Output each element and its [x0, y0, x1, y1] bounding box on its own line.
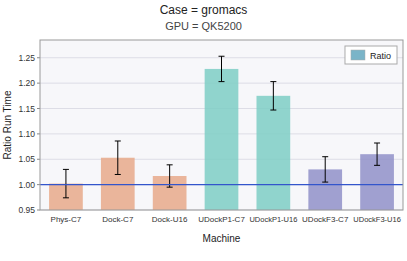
- tick-label: Phys-C7: [51, 215, 82, 224]
- bar: [257, 96, 291, 210]
- error-cap: [374, 165, 380, 166]
- error-cap: [115, 140, 121, 141]
- error-line: [325, 157, 326, 182]
- error-bar: [63, 169, 69, 197]
- error-line: [65, 169, 66, 197]
- error-line: [273, 82, 274, 110]
- tick-label: UDockF3-C7: [302, 215, 349, 224]
- y-axis-label: Ratio Run Time: [2, 90, 13, 159]
- tick-label: 1.05: [18, 154, 35, 164]
- tick-label: UDockP1-U16: [249, 215, 297, 224]
- error-cap: [270, 110, 276, 111]
- error-cap: [167, 187, 173, 188]
- error-bar: [322, 157, 328, 182]
- plot-frame: [40, 40, 403, 210]
- error-line: [117, 141, 118, 174]
- error-cap: [322, 182, 328, 183]
- marks: [40, 56, 403, 210]
- legend: Ratio: [345, 46, 397, 64]
- tick-label: Dock-C7: [102, 215, 134, 224]
- legend-box: [345, 46, 397, 64]
- error-cap: [167, 164, 173, 165]
- error-cap: [63, 169, 69, 170]
- tick-label: UDockF3-U16: [353, 215, 401, 224]
- error-bar: [115, 141, 121, 174]
- error-bar: [219, 56, 225, 81]
- error-cap: [219, 81, 225, 82]
- error-cap: [219, 56, 225, 57]
- error-cap: [374, 143, 380, 144]
- title: Case = gromacs: [160, 3, 248, 17]
- tick-label: 1.00: [18, 180, 35, 190]
- reference-line: [40, 184, 403, 185]
- grid-line: [40, 184, 403, 185]
- error-bar: [167, 165, 173, 187]
- tick-label: 1.10: [18, 129, 35, 139]
- error-cap: [63, 197, 69, 198]
- x-axis-label: Machine: [203, 233, 241, 244]
- error-line: [221, 56, 222, 81]
- tick-label: 1.25: [18, 53, 35, 63]
- subtitle: GPU = QK5200: [165, 20, 242, 32]
- error-cap: [115, 174, 121, 175]
- tick-label: 1.20: [18, 78, 35, 88]
- error-bar: [374, 143, 380, 165]
- error-line: [377, 143, 378, 165]
- error-line: [169, 165, 170, 187]
- tick-label: Dock-U16: [152, 215, 188, 224]
- tick-label: UDockP1-C7: [198, 215, 245, 224]
- error-bar: [270, 82, 276, 110]
- legend-swatch: [351, 50, 365, 60]
- legend-label: Ratio: [370, 51, 391, 61]
- tick-label: 0.95: [18, 205, 35, 215]
- error-cap: [270, 81, 276, 82]
- error-cap: [322, 156, 328, 157]
- plot-area: [40, 40, 403, 210]
- bar: [205, 69, 239, 210]
- tick-label: 1.15: [18, 104, 35, 114]
